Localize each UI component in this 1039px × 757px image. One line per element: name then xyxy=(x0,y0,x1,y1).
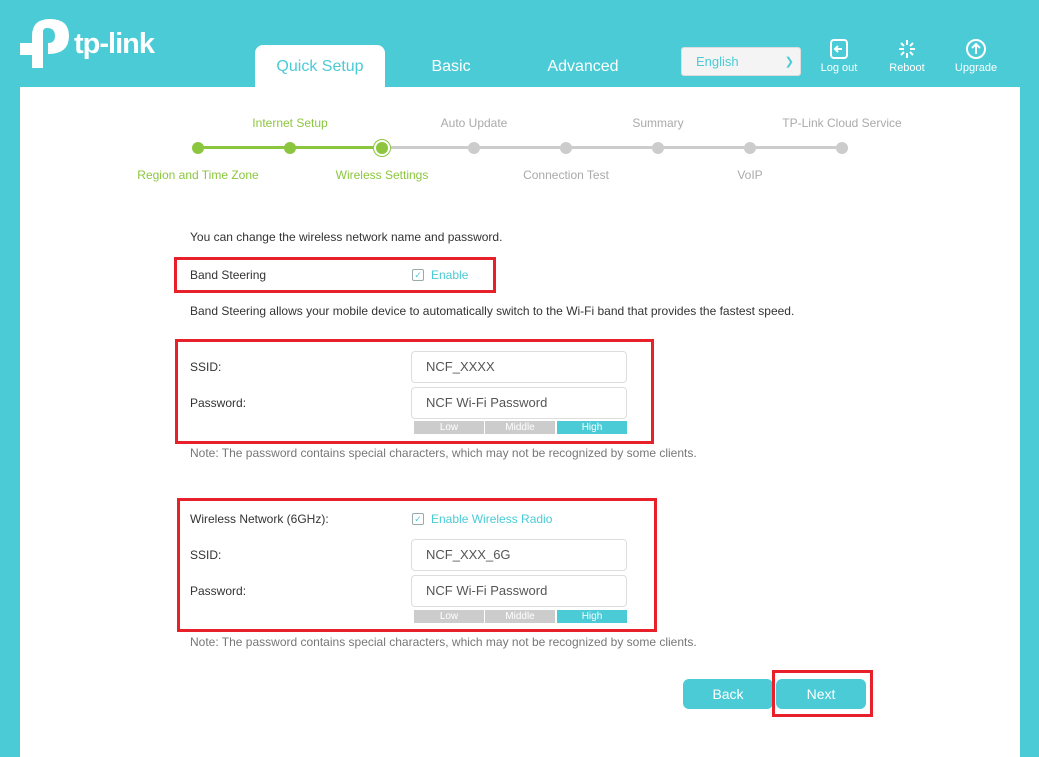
logout-label: Log out xyxy=(820,62,858,74)
strength-6g-high: High xyxy=(557,610,627,623)
step-internet-setup: Internet Setup xyxy=(252,116,328,130)
language-value: English xyxy=(696,54,739,69)
tab-advanced[interactable]: Advanced xyxy=(547,58,619,75)
step-cloud-service: TP-Link Cloud Service xyxy=(782,116,902,130)
progress-line-remaining xyxy=(382,146,842,149)
ssid-6g-input[interactable]: NCF_XXX_6G xyxy=(411,539,627,571)
step-region: Region and Time Zone xyxy=(137,168,259,182)
next-highlight xyxy=(772,670,873,717)
ssid-6g-label: SSID: xyxy=(190,548,222,562)
strength-low: Low xyxy=(414,421,484,434)
step-dot xyxy=(652,142,664,154)
intro-text: You can change the wireless network name… xyxy=(190,230,503,244)
ssid-input[interactable]: NCF_XXXX xyxy=(411,351,627,383)
logout-icon xyxy=(830,39,848,59)
brand-name: tp-link xyxy=(74,28,155,60)
password-note: Note: The password contains special char… xyxy=(190,446,697,460)
step-voip: VoIP xyxy=(737,168,763,182)
next-button[interactable]: Next xyxy=(776,679,866,709)
main-network-highlight xyxy=(175,339,654,444)
password-6g-note: Note: The password contains special char… xyxy=(190,635,697,649)
chevron-down-icon: ❯ xyxy=(784,56,794,68)
step-summary: Summary xyxy=(632,116,684,130)
strength-middle: Middle xyxy=(485,421,555,434)
upgrade-button[interactable]: Upgrade xyxy=(946,38,1006,74)
step-auto-update: Auto Update xyxy=(440,116,508,130)
reboot-label: Reboot xyxy=(889,62,925,74)
step-dot xyxy=(744,142,756,154)
logout-button[interactable]: Log out xyxy=(809,38,869,74)
band-steering-highlight xyxy=(174,257,496,293)
password-label: Password: xyxy=(190,396,247,410)
upgrade-label: Upgrade xyxy=(954,62,998,74)
step-connection-test: Connection Test xyxy=(523,168,609,182)
step-dot xyxy=(192,142,204,154)
step-wireless: Wireless Settings xyxy=(335,168,429,182)
password-6g-label: Password: xyxy=(190,584,247,598)
ssid-label: SSID: xyxy=(190,360,222,374)
band-steering-checkbox[interactable]: ✓ xyxy=(412,269,424,281)
band-steering-description: Band Steering allows your mobile device … xyxy=(190,304,795,318)
enable-radio-label[interactable]: Enable Wireless Radio xyxy=(431,512,553,526)
reboot-button[interactable]: Reboot xyxy=(877,38,937,74)
reboot-icon xyxy=(899,40,915,58)
strength-high: High xyxy=(557,421,627,434)
step-dot xyxy=(376,142,388,154)
tab-basic[interactable]: Basic xyxy=(431,58,471,75)
enable-radio-checkbox[interactable]: ✓ xyxy=(412,513,424,525)
tab-quick-setup[interactable]: Quick Setup xyxy=(255,45,385,87)
upgrade-icon xyxy=(966,39,986,59)
back-button[interactable]: Back xyxy=(683,679,773,709)
band-steering-label: Band Steering xyxy=(190,268,267,282)
step-dot xyxy=(836,142,848,154)
network-6g-highlight xyxy=(177,498,657,632)
tp-link-logo-icon xyxy=(20,19,69,68)
step-dot xyxy=(560,142,572,154)
network-6g-label: Wireless Network (6GHz): xyxy=(190,512,329,526)
step-dot xyxy=(284,142,296,154)
step-dot xyxy=(468,142,480,154)
language-select[interactable]: English ❯ xyxy=(681,47,801,76)
band-steering-enable-label[interactable]: Enable xyxy=(431,268,469,282)
strength-6g-middle: Middle xyxy=(485,610,555,623)
password-input[interactable]: NCF Wi-Fi Password xyxy=(411,387,627,419)
strength-6g-low: Low xyxy=(414,610,484,623)
password-6g-input[interactable]: NCF Wi-Fi Password xyxy=(411,575,627,607)
